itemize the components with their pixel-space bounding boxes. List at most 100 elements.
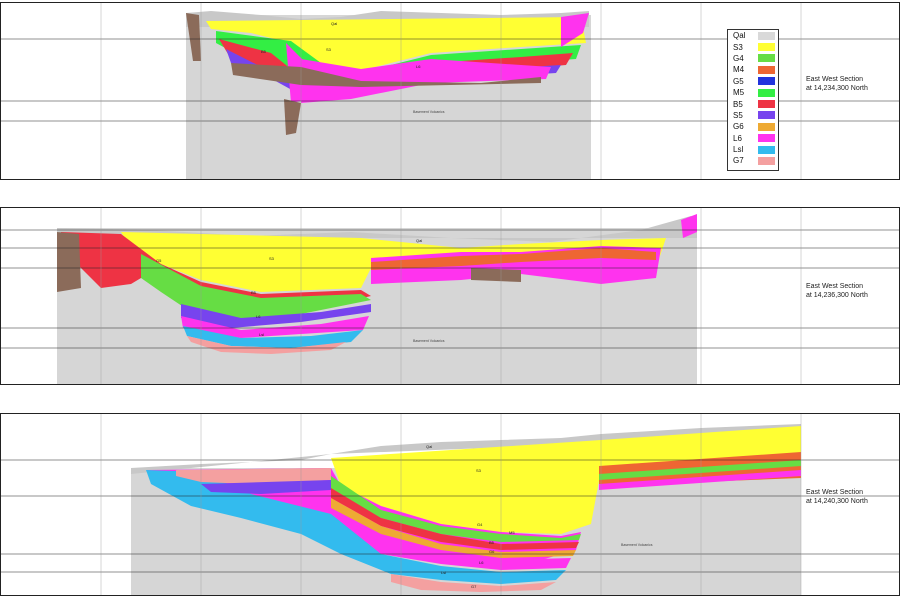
fault-block-1b [231,63,541,87]
cross-section-panel-2: Qal S3 G5 B5 L6 Lsl Basement Volcanics E… [0,207,900,385]
l6-layer-2 [181,316,369,338]
l6-layer-3b [331,508,571,570]
legend-swatch [758,88,775,97]
l6-layer-1c [561,13,589,47]
unit-label: S3 [269,256,275,261]
legend-item-m5: M5 [728,87,778,98]
legend-item-lsl: Lsl [728,144,778,155]
g6-layer-3 [331,498,576,558]
fault-block-1a [186,13,201,61]
legend-label: M4 [733,65,745,75]
legend-swatch [758,156,775,165]
basement-label: Basement Volcanics [621,543,653,547]
b5-layer-2 [61,232,371,316]
legend-label: B5 [733,99,743,109]
legend-item-s3: S3 [728,41,778,52]
cross-section-3-svg: Qal S3 G4 M5 B5 G6 L6 Lsl G7 Basement Vo… [1,414,899,595]
fault-block-2b [471,268,521,282]
l6-layer-3c [599,470,801,490]
unit-label: B5 [261,49,267,54]
unit-label: L6 [416,64,421,69]
section-title-line: at 14,236,300 North [806,292,868,299]
section-title-3: East West Section at 14,240,300 North [806,488,868,506]
lsl-layer-2 [183,326,363,348]
legend-swatch [758,77,775,86]
cross-section-1-svg: Qal S3 B5 L6 Basement Volcanics [1,3,899,179]
unit-label: G4 [477,522,483,527]
unit-label: S3 [326,47,332,52]
cross-section-panel-1: Qal S3 B5 L6 Basement Volcanics Qal S3 G4 M… [0,2,900,180]
legend-label: S5 [733,110,743,120]
section-title-line: East West Section [806,489,864,496]
legend-item-g6: G6 [728,121,778,132]
unit-label: Lsl [259,332,264,337]
legend-swatch [758,54,775,63]
unit-label: L6 [479,560,484,565]
legend-item-l6: L6 [728,133,778,144]
legend-swatch [758,145,775,154]
legend: Qal S3 G4 M4 G5 M5 B5 S5 G6 L6 Lsl G7 [727,29,779,171]
legend-label: G7 [733,156,744,166]
g7-layer-3 [391,574,556,592]
unit-label: G6 [489,549,495,554]
unit-label: M5 [509,530,515,535]
g4-layer-3 [331,476,581,542]
legend-item-s5: S5 [728,110,778,121]
b5-layer-3 [331,488,579,550]
l6-layer-1 [301,59,551,103]
legend-label: G5 [733,76,744,86]
legend-swatch [758,43,775,52]
section-title-line: East West Section [806,283,864,290]
section-title-2: East West Section at 14,236,300 North [806,282,868,300]
legend-label: S3 [733,42,743,52]
unit-label: G5 [156,258,162,263]
unit-label: B5 [489,540,495,545]
qal-layer-3 [131,424,801,474]
legend-swatch [758,100,775,109]
legend-item-qal: Qal [728,30,778,41]
m4-layer-2 [371,248,656,270]
unit-label: S3 [476,468,482,473]
legend-swatch [758,122,775,131]
section-title-line: East West Section [806,76,864,83]
g7-layer-2 [187,336,346,354]
cross-section-2-svg: Qal S3 G5 B5 L6 Lsl Basement Volcanics [1,208,899,384]
section-title-line: at 14,234,300 North [806,85,868,92]
basement-label: Basement Volcanics [413,110,445,114]
legend-label: M5 [733,88,745,98]
unit-label: Qal [426,444,432,449]
s5-layer-2 [181,304,371,328]
section-title-1: East West Section at 14,234,300 North [806,75,868,93]
legend-label: L6 [733,133,742,143]
g4-layer-2 [141,254,371,320]
s3-layer-3 [331,426,801,534]
legend-swatch [758,134,775,143]
vertical-gridlines-2 [100,208,802,384]
legend-swatch [758,65,775,74]
s5-layer-3 [201,480,331,494]
fault-block-1c [284,99,301,135]
legend-item-g5: G5 [728,76,778,87]
unit-label: Qal [331,21,337,26]
legend-item-g7: G7 [728,155,778,166]
legend-item-g4: G4 [728,53,778,64]
g4-layer-3b [599,460,801,480]
legend-item-m4: M4 [728,64,778,75]
cross-section-panel-3: Qal S3 G4 M5 B5 G6 L6 Lsl G7 Basement Vo… [0,413,900,596]
gridlines-2 [1,229,899,349]
legend-label: G6 [733,122,744,132]
legend-swatch [758,31,775,40]
gridlines-3 [1,459,899,573]
unit-label: B5 [251,290,257,295]
unit-label: Qal [416,238,422,243]
legend-item-b5: B5 [728,98,778,109]
l6-layer-2c [681,214,697,238]
g7-layer-3b [176,468,331,484]
lsl-layer-3 [146,470,566,584]
legend-label: Lsl [733,145,744,155]
basement-label: Basement Volcanics [413,339,445,343]
legend-label: Qal [733,31,746,41]
unit-label: L6 [256,314,261,319]
vertical-gridlines-1 [100,3,802,179]
fault-block-2a [57,232,81,292]
